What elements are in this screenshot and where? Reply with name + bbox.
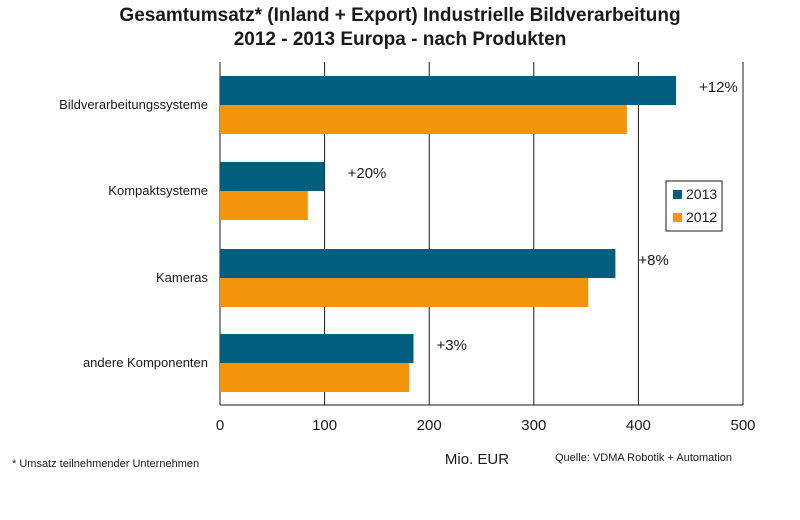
growth-annotation: +3% (437, 337, 467, 354)
category-labels: Bildverarbeitungssysteme Kompaktsysteme Ka… (59, 97, 208, 370)
legend-box (665, 180, 723, 232)
category-label: Kompaktsysteme (108, 183, 208, 198)
legend-swatch-2012 (673, 213, 682, 222)
bar-2012-andere Komponenten (220, 363, 410, 392)
bar-2012-Bildverarbeitungssysteme (220, 105, 627, 134)
x-tick-label: 500 (730, 417, 755, 434)
category-label: Kameras (156, 270, 209, 285)
x-tick-label: 100 (312, 417, 337, 434)
category-label: Bildverarbeitungssysteme (59, 97, 208, 112)
chart-title-line-1: Gesamtumsatz* (Inland + Export) Industri… (119, 5, 681, 26)
growth-annotation: +20% (348, 165, 387, 182)
bar-2012-Kameras (220, 278, 589, 307)
legend: 2013 2012 (665, 180, 723, 232)
bar-2013-andere Komponenten (220, 334, 414, 363)
growth-annotation: +12% (699, 79, 738, 96)
category-label: andere Komponenten (83, 355, 208, 370)
chart-title-line-2: 2012 - 2013 Europa - nach Produkten (233, 29, 567, 50)
bar-2013-Kameras (220, 249, 616, 278)
chart-title: Gesamtumsatz* (Inland + Export) Industri… (0, 4, 800, 52)
legend-swatch-2013 (673, 190, 682, 199)
bar-2013-Bildverarbeitungssysteme (220, 76, 677, 105)
growth-annotations: +12% +20% +8% +3% (348, 79, 738, 354)
legend-label-2013: 2013 (686, 186, 717, 202)
bar-2013-Kompaktsysteme (220, 162, 325, 191)
x-tick-label: 0 (216, 417, 224, 434)
x-tick-label: 300 (521, 417, 546, 434)
source-note: Quelle: VDMA Robotik + Automation (555, 452, 733, 464)
x-tick-label: 200 (417, 417, 442, 434)
x-axis-ticks: 0 100 200 300 400 500 (216, 417, 756, 434)
bar-2012-Kompaktsysteme (220, 191, 308, 220)
x-tick-label: 400 (626, 417, 651, 434)
legend-label-2012: 2012 (686, 209, 717, 225)
footnote: * Umsatz teilnehmender Unternehmen (12, 458, 200, 470)
bars (220, 76, 677, 392)
growth-annotation: +8% (638, 252, 668, 269)
x-axis-label: Mio. EUR (445, 451, 509, 468)
